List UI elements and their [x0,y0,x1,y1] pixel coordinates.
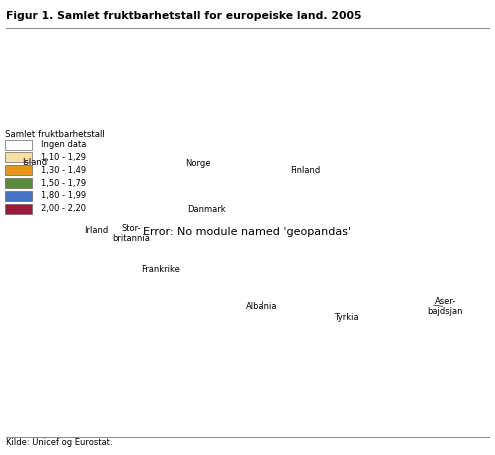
Text: Stor-
britannia: Stor- britannia [112,223,150,243]
Text: Danmark: Danmark [188,205,226,214]
Text: Samlet fruktbarhetstall: Samlet fruktbarhetstall [5,130,105,139]
Text: 1,80 - 1,99: 1,80 - 1,99 [41,192,86,201]
Text: Norge: Norge [185,159,211,168]
Bar [5,178,32,188]
Bar [5,204,32,214]
Text: Ingen data: Ingen data [41,140,87,149]
Text: Kilde: Unicef og Eurostat.: Kilde: Unicef og Eurostat. [6,438,112,447]
Text: Finland: Finland [291,167,321,176]
Text: Frankrike: Frankrike [141,265,180,274]
Text: 1,30 - 1,49: 1,30 - 1,49 [41,166,86,175]
Text: Aser-
bajdsjan: Aser- bajdsjan [428,297,463,316]
Bar [5,191,32,201]
Bar [5,140,32,150]
Text: Error: No module named 'geopandas': Error: No module named 'geopandas' [144,227,351,237]
Text: Island: Island [22,158,48,167]
Text: Irland: Irland [84,227,108,235]
Text: 1,50 - 1,79: 1,50 - 1,79 [41,179,86,187]
Bar [5,152,32,162]
Text: Tyrkia: Tyrkia [334,313,359,322]
Bar [5,165,32,175]
Text: 2,00 - 2,20: 2,00 - 2,20 [41,204,86,213]
Text: Albania: Albania [247,301,278,311]
Text: Figur 1. Samlet fruktbarhetstall for europeiske land. 2005: Figur 1. Samlet fruktbarhetstall for eur… [6,11,361,21]
Text: 1,10 - 1,29: 1,10 - 1,29 [41,153,86,162]
